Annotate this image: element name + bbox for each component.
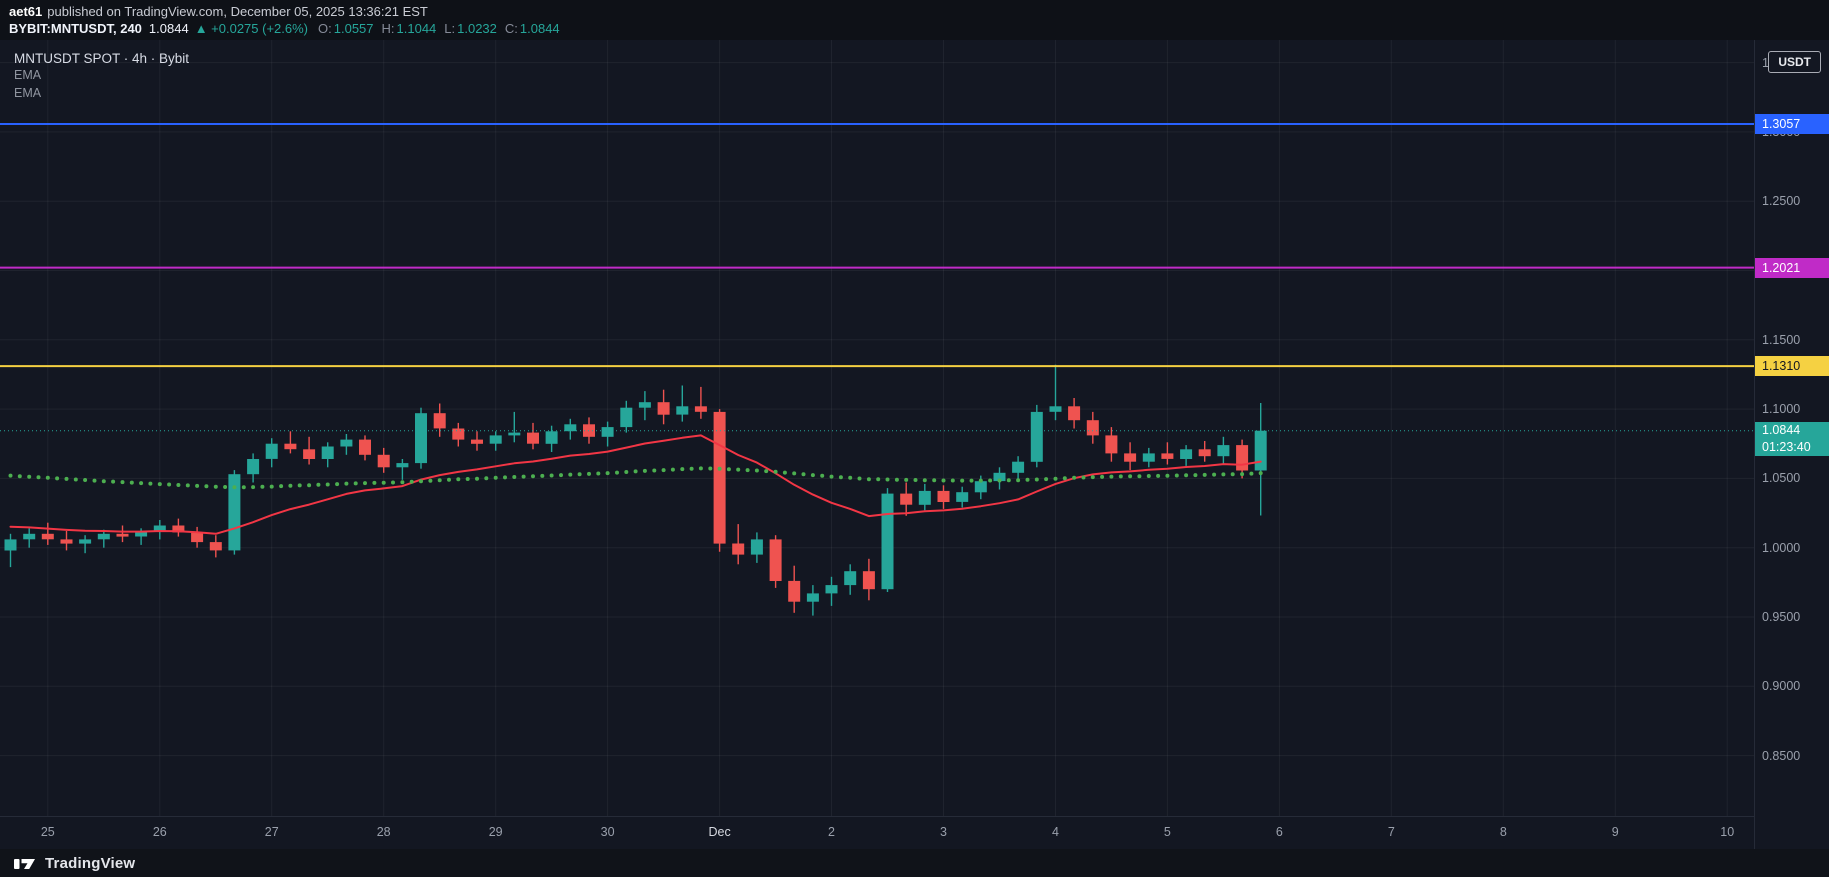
publish-line: aet61 published on TradingView.com, Decem… [9,4,1829,20]
attribution-bar: TradingView [0,849,1829,877]
symbol-info-line: BYBIT:MNTUSDT, 240 1.0844 ▲ +0.0275 (+2.… [9,20,1829,37]
time-axis-label: 3 [940,825,947,839]
chart-legend: MNTUSDT SPOT · 4h · Bybit EMA EMA [14,50,189,102]
time-axis-label: 8 [1499,825,1507,839]
high-value: 1.1044 [396,21,437,36]
publish-info-bar: aet61 published on TradingView.com, Decem… [0,0,1829,40]
price-axis-label: 0.8500 [1762,748,1801,763]
price-axis-label: 0.9500 [1762,609,1801,624]
tradingview-logo-icon[interactable] [14,856,37,871]
time-axis-label: 26 [152,825,167,839]
level-price-label: 1.2021 [1755,257,1829,278]
chart-area[interactable]: MNTUSDT SPOT · 4h · Bybit EMA EMA USDT 1… [0,40,1829,849]
indicator-ema-1[interactable]: EMA [14,68,42,82]
low-label: L: [444,21,456,36]
close-value: 1.0844 [519,21,560,36]
level-price-label: 1.1310 [1755,356,1829,377]
time-axis-label: 2 [828,825,836,839]
open-label: O: [318,21,332,36]
tradingview-wordmark[interactable]: TradingView [45,854,136,872]
time-axis-label: 6 [1275,825,1283,839]
high-label: H: [381,21,395,36]
price-axis-label: 1.1000 [1762,402,1801,417]
price-change: ▲ +0.0275 (+2.6%) [194,21,309,36]
currency-toggle-usdt[interactable]: USDT [1768,51,1821,73]
last-price-header: 1.0844 [148,21,189,36]
chart-legend-title[interactable]: MNTUSDT SPOT · 4h · Bybit [14,51,190,66]
price-axis[interactable]: 1.35001.30001.25001.20001.15001.10001.05… [1754,40,1829,849]
time-axis-label: 28 [376,825,391,839]
open-value: 1.0557 [333,21,374,36]
symbol-ticker: BYBIT:MNTUSDT, 240 [9,21,142,36]
publish-details: published on TradingView.com, December 0… [47,4,428,19]
time-axis-label: Dec [708,825,731,839]
close-label: C: [504,21,518,36]
time-axis-label: 25 [40,825,55,839]
last-price-label: 1.0844 01:23:40 [1755,421,1829,456]
price-axis-label: 1.0500 [1762,471,1801,486]
time-axis-label: 5 [1163,825,1171,839]
last-price-value: 1.0844 [1762,422,1801,437]
author-name: aet61 [9,4,43,19]
price-axis-label: 1.0000 [1762,540,1801,555]
time-axis-label: 7 [1387,825,1395,839]
low-value: 1.0232 [457,21,497,36]
price-axis-label: 1.1500 [1762,332,1801,347]
time-axis-label: 29 [488,825,503,839]
time-axis-label: 10 [1720,825,1735,839]
price-axis-label: 0.9000 [1762,679,1801,694]
time-axis-label: 30 [600,825,615,839]
indicator-ema-2[interactable]: EMA [14,85,42,100]
time-axis[interactable]: 25 26 27 28 29 30 Dec 2 3 4 5 6 7 8 9 10 [0,816,1754,849]
bar-countdown: 01:23:40 [1762,439,1811,454]
level-price-label: 1.3057 [1755,113,1829,134]
price-axis-label: 1.2500 [1762,194,1801,209]
time-axis-label: 4 [1051,825,1059,839]
candlestick-chart[interactable] [0,40,1754,816]
time-axis-label: 27 [264,825,279,839]
time-axis-label: 9 [1611,825,1619,839]
